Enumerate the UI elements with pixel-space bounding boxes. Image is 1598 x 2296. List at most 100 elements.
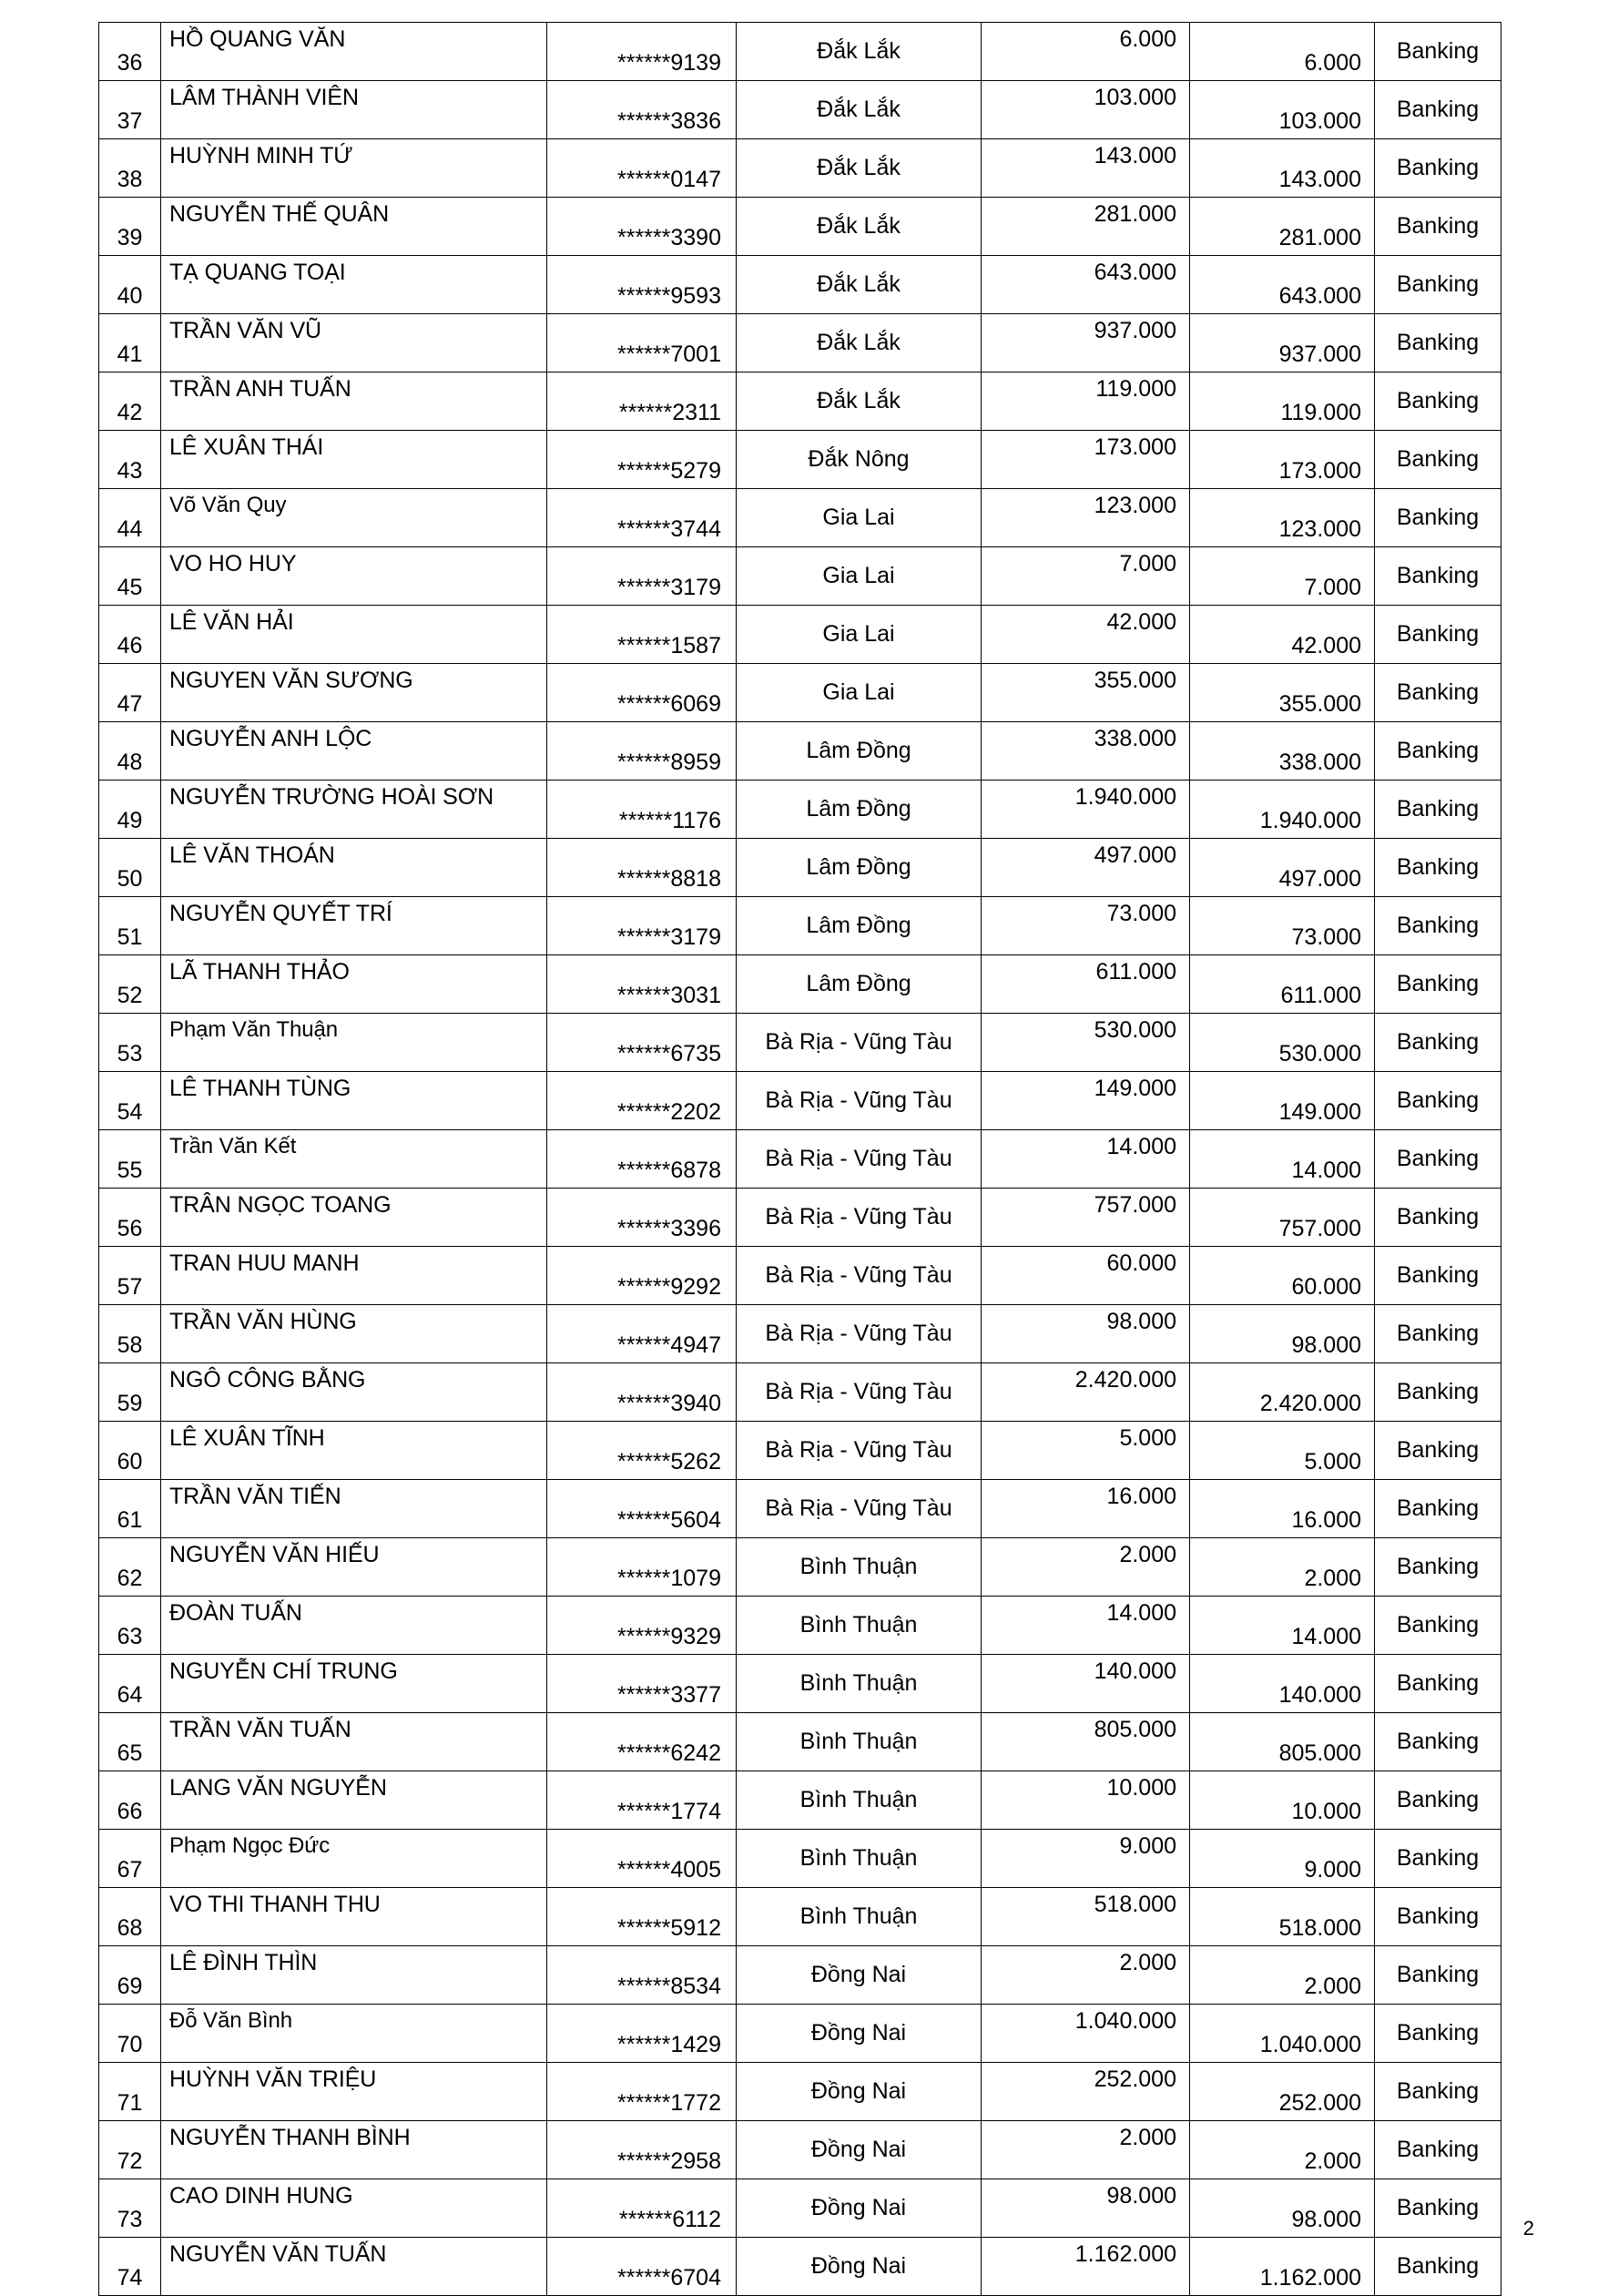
account-number: ******6735: [617, 1041, 721, 1066]
account-number: ******8534: [617, 1974, 721, 1999]
province-name: Lâm Đồng: [806, 853, 911, 880]
amount-secondary: 103.000: [1278, 108, 1361, 134]
amount-primary: 2.000: [1119, 1950, 1176, 1975]
table-row: 67 Phạm Ngọc Đức ******4005 Bình Thuận 9.000…: [98, 1829, 1501, 1888]
amount-primary-cell: 6.000: [981, 22, 1190, 81]
row-index: 45: [117, 575, 143, 600]
payment-type-cell: Banking: [1374, 1362, 1501, 1422]
amount-secondary: 1.162.000: [1259, 2265, 1361, 2291]
amount-secondary: 2.000: [1304, 1566, 1361, 1591]
amount-secondary-cell: 98.000: [1189, 2179, 1375, 2238]
account-number-cell: ******9329: [546, 1596, 737, 1655]
amount-secondary-cell: 281.000: [1189, 197, 1375, 256]
amount-primary-cell: 2.420.000: [981, 1362, 1190, 1422]
amount-secondary: 2.420.000: [1259, 1391, 1361, 1416]
account-number-cell: ******1079: [546, 1537, 737, 1597]
payment-type: Banking: [1396, 620, 1480, 647]
payment-type: Banking: [1396, 562, 1480, 588]
amount-primary-cell: 611.000: [981, 954, 1190, 1014]
beneficiary-name: LÊ VĂN HẢI: [169, 609, 294, 635]
payment-type-cell: Banking: [1374, 896, 1501, 955]
table-row: 70 Đỗ Văn Bình ******1429 Đồng Nai 1.040.000…: [98, 2004, 1501, 2063]
account-number-cell: ******1429: [546, 2004, 737, 2063]
beneficiary-name-cell: TRẦN VĂN HÙNG: [160, 1304, 547, 1363]
amount-primary: 98.000: [1106, 2183, 1176, 2209]
beneficiary-name-cell: TRẦN VĂN VŨ: [160, 313, 547, 372]
payment-type-cell: Banking: [1374, 2179, 1501, 2238]
row-index-cell: 42: [98, 372, 161, 431]
beneficiary-name-cell: HUỲNH MINH TỨ: [160, 138, 547, 198]
account-number-cell: ******9292: [546, 1246, 737, 1305]
province-name: Bình Thuận: [799, 1728, 918, 1754]
row-index: 70: [117, 2032, 143, 2057]
payment-type: Banking: [1396, 37, 1480, 64]
table-row: 43 LÊ XUÂN THÁI ******5279 Đắk Nông 173.000 1…: [98, 430, 1501, 489]
beneficiary-name: HUỲNH MINH TỨ: [169, 143, 353, 168]
amount-primary: 1.940.000: [1074, 784, 1176, 810]
payment-type: Banking: [1396, 737, 1480, 763]
province-name: Bà Rịa - Vũng Tàu: [765, 1378, 952, 1404]
table-row: 68 VO THI THANH THU ******5912 Bình Thuận 51…: [98, 1887, 1501, 1946]
amount-secondary-cell: 497.000: [1189, 838, 1375, 897]
account-number: ******0147: [617, 167, 721, 192]
payment-type-cell: Banking: [1374, 1479, 1501, 1538]
table-row: 42 TRẦN ANH TUẤN ******2311 Đắk Lắk 119.000 1…: [98, 372, 1501, 431]
row-index: 39: [117, 225, 143, 250]
account-number-cell: ******3377: [546, 1654, 737, 1713]
amount-secondary-cell: 2.420.000: [1189, 1362, 1375, 1422]
payment-type: Banking: [1396, 154, 1480, 180]
payment-type: Banking: [1396, 2077, 1480, 2104]
row-index: 68: [117, 1915, 143, 1941]
account-number-cell: ******5912: [546, 1887, 737, 1946]
amount-primary-cell: 5.000: [981, 1421, 1190, 1480]
row-index: 60: [117, 1449, 143, 1475]
table-row: 46 LÊ VĂN HẢI ******1587 Gia Lai 42.000 42.00…: [98, 605, 1501, 664]
province-name-cell: Gia Lai: [736, 663, 982, 722]
beneficiary-name-cell: NGUYỄN TRƯỜNG HOÀI SƠN: [160, 780, 547, 839]
amount-primary: 103.000: [1094, 85, 1176, 110]
payment-type: Banking: [1396, 1903, 1480, 1929]
amount-primary-cell: 2.000: [981, 1945, 1190, 2005]
amount-primary: 149.000: [1094, 1076, 1176, 1101]
beneficiary-table: 36 HỒ QUANG VĂN ******9139 Đắk Lắk 6.000 6.00…: [98, 22, 1501, 2296]
amount-secondary: 149.000: [1278, 1099, 1361, 1125]
row-index: 74: [117, 2265, 143, 2291]
account-number-cell: ******3179: [546, 546, 737, 606]
beneficiary-name: TRAN HUU MANH: [169, 1250, 360, 1276]
row-index-cell: 40: [98, 255, 161, 314]
table-row: 58 TRẦN VĂN HÙNG ******4947 Bà Rịa - Vũng T…: [98, 1304, 1501, 1363]
account-number-cell: ******3031: [546, 954, 737, 1014]
amount-secondary: 98.000: [1291, 1332, 1361, 1358]
province-name-cell: Đồng Nai: [736, 2179, 982, 2238]
account-number-cell: ******3390: [546, 197, 737, 256]
table-row: 59 NGÔ CÔNG BẰNG ******3940 Bà Rịa - Vũng T…: [98, 1362, 1501, 1422]
beneficiary-name: CAO DINH HUNG: [169, 2183, 353, 2209]
province-name: Đắk Lắk: [817, 270, 901, 297]
amount-primary-cell: 757.000: [981, 1188, 1190, 1247]
table-row: 47 NGUYEN VĂN SƯƠNG ******6069 Gia Lai 355.0…: [98, 663, 1501, 722]
amount-primary: 252.000: [1094, 2066, 1176, 2092]
table-body: 36 HỒ QUANG VĂN ******9139 Đắk Lắk 6.000 6.00…: [98, 22, 1501, 2296]
province-name: Bà Rịa - Vũng Tàu: [765, 1087, 952, 1113]
amount-primary: 2.420.000: [1074, 1367, 1176, 1393]
account-number: ******9329: [617, 1624, 721, 1649]
payment-type: Banking: [1396, 1495, 1480, 1521]
beneficiary-name-cell: NGUYEN VĂN SƯƠNG: [160, 663, 547, 722]
account-number-cell: ******0147: [546, 138, 737, 198]
table-row: 44 Võ Văn Quy ******3744 Gia Lai 123.000 123.…: [98, 488, 1501, 547]
account-number-cell: ******1587: [546, 605, 737, 664]
account-number-cell: ******3940: [546, 1362, 737, 1422]
province-name: Đồng Nai: [810, 2252, 907, 2279]
row-index-cell: 49: [98, 780, 161, 839]
amount-secondary: 1.940.000: [1259, 808, 1361, 833]
row-index: 63: [117, 1624, 143, 1649]
account-number-cell: ******8534: [546, 1945, 737, 2005]
table-row: 54 LÊ THANH TÙNG ******2202 Bà Rịa - Vũng T…: [98, 1071, 1501, 1130]
province-name: Bình Thuận: [799, 1844, 918, 1871]
row-index-cell: 61: [98, 1479, 161, 1538]
account-number: ******6878: [617, 1158, 721, 1183]
account-number: ******9139: [617, 50, 721, 76]
payment-type: Banking: [1396, 2194, 1480, 2220]
amount-primary: 7.000: [1119, 551, 1176, 577]
amount-secondary-cell: 518.000: [1189, 1887, 1375, 1946]
